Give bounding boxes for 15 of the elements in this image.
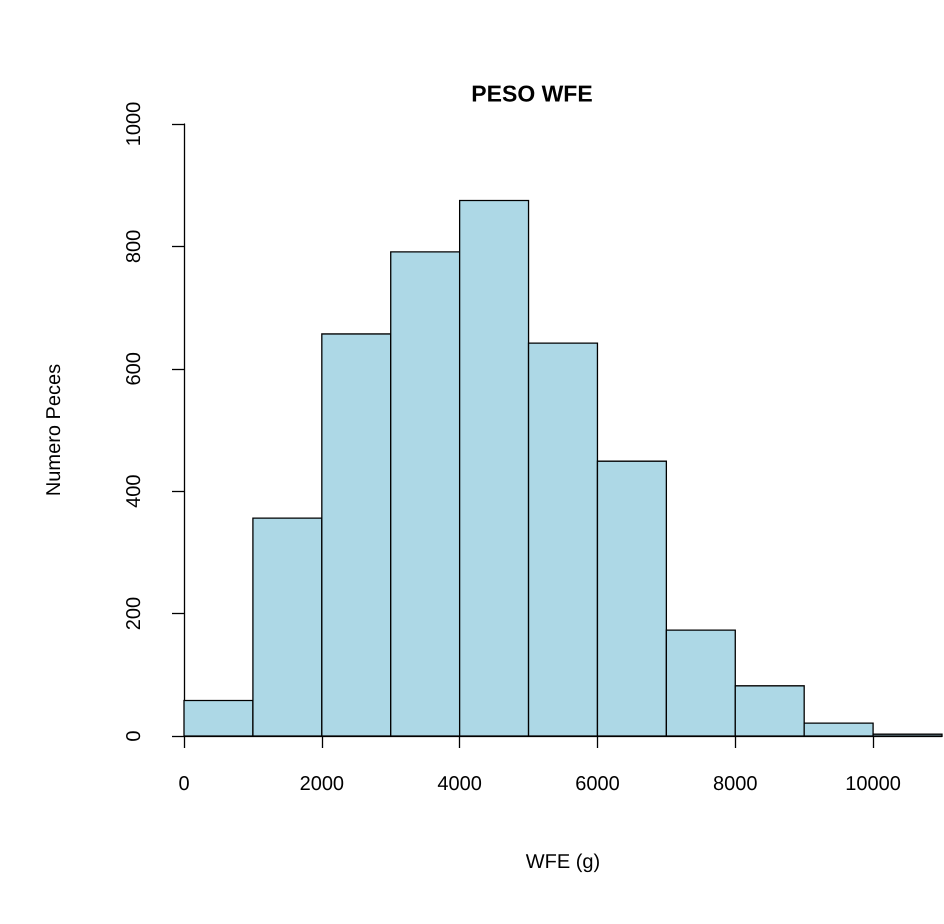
y-tick-label: 600 — [123, 352, 145, 386]
y-tick-label: 200 — [123, 596, 145, 630]
y-tick-label: 0 — [123, 730, 145, 742]
x-tick-label: 8000 — [713, 773, 758, 795]
y-axis-title: Numero Peces — [43, 364, 65, 496]
x-tick-label: 10000 — [845, 773, 901, 795]
x-tick-label: 0 — [178, 773, 190, 795]
x-tick-label: 2000 — [300, 773, 344, 795]
y-tick-label: 1000 — [123, 102, 145, 146]
chart-title: PESO WFE — [471, 80, 593, 106]
x-tick-label: 6000 — [575, 773, 620, 795]
x-tick-label: 4000 — [437, 773, 482, 795]
y-tick-label: 800 — [123, 230, 145, 264]
y-tick-label: 400 — [123, 474, 145, 508]
x-axis-title: WFE (g) — [526, 851, 600, 873]
